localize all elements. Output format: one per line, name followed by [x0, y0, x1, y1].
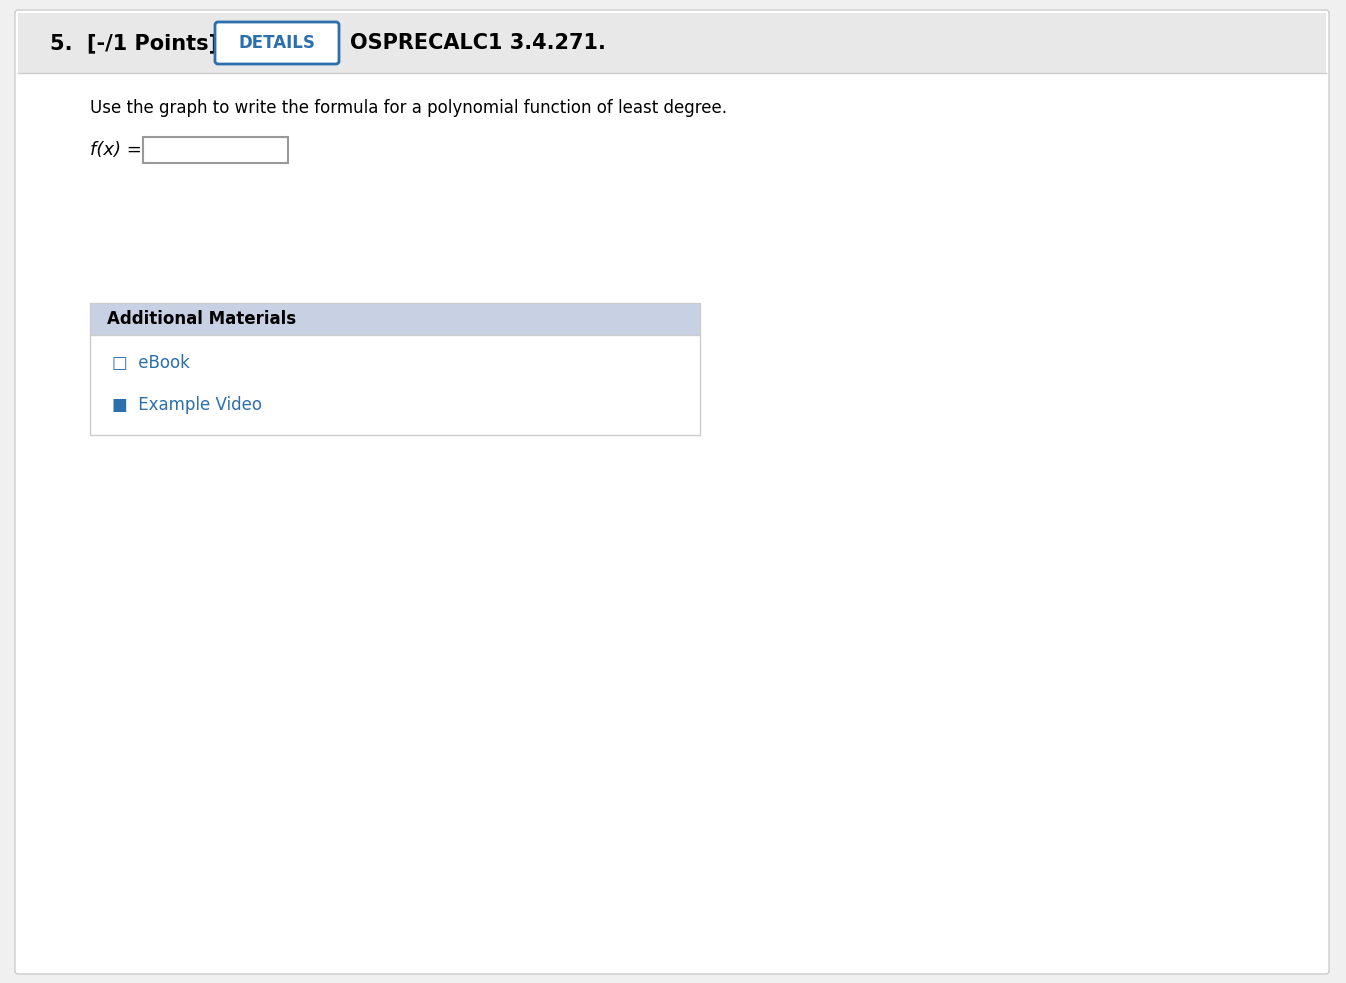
Text: OSPRECALC1 3.4.271.: OSPRECALC1 3.4.271.	[350, 33, 606, 53]
FancyBboxPatch shape	[215, 22, 339, 64]
Text: 5.  [-/1 Points]: 5. [-/1 Points]	[50, 33, 218, 53]
Text: x: x	[709, 519, 720, 537]
Text: ■  Example Video: ■ Example Video	[112, 396, 262, 414]
Bar	[90, 335, 700, 435]
FancyBboxPatch shape	[15, 10, 1329, 974]
Bar	[17, 13, 1326, 73]
Bar	[90, 303, 700, 335]
Text: Additional Materials: Additional Materials	[106, 310, 296, 328]
Text: f(x) =: f(x) =	[90, 141, 141, 159]
Text: DETAILS: DETAILS	[238, 34, 315, 52]
Bar	[143, 137, 288, 163]
Text: Use the graph to write the formula for a polynomial function of least degree.: Use the graph to write the formula for a…	[90, 99, 727, 117]
Text: □  eBook: □ eBook	[112, 354, 190, 372]
Text: f(x): f(x)	[446, 185, 476, 203]
